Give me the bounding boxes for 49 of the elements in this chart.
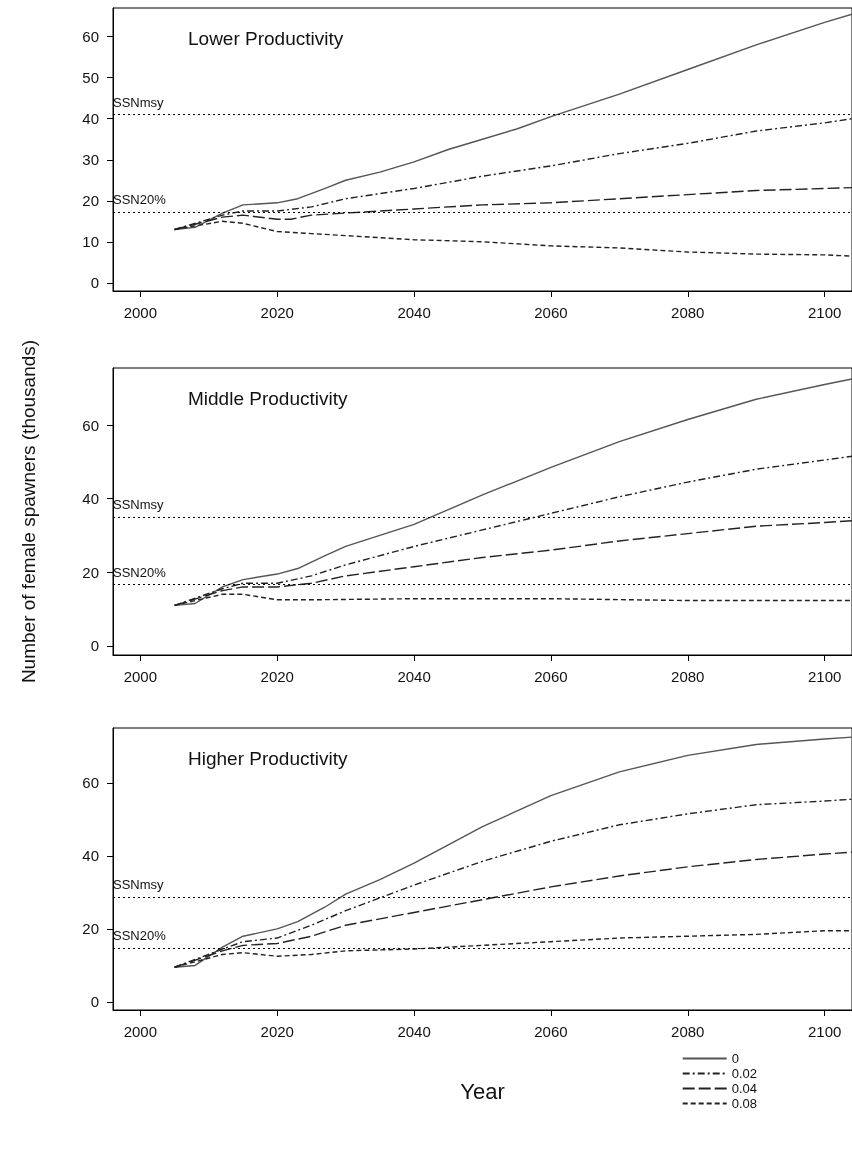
y-tick-label: 40: [82, 110, 99, 128]
ref-line-label: SSNmsy: [113, 497, 165, 513]
legend-label: 0: [731, 1051, 739, 1066]
ref-line-label: SSN20%: [113, 192, 167, 208]
y-axis-title: Number of female spawners (thousands): [18, 339, 39, 684]
x-tick-label: 2000: [123, 668, 158, 685]
y-tick-label: 10: [82, 233, 99, 251]
y-tick-label: 0: [90, 993, 99, 1011]
y-tick-label: 60: [82, 416, 99, 434]
x-tick-label: 2100: [807, 668, 842, 685]
y-tick-label: 60: [82, 774, 99, 792]
x-axis-title: Year: [460, 1078, 505, 1104]
x-tick-label: 2080: [671, 1023, 705, 1040]
x-tick-label: 2040: [397, 304, 431, 321]
x-tick-label: 2020: [260, 668, 294, 685]
y-tick-label: 20: [82, 192, 99, 210]
text: Lower Productivity: [188, 28, 344, 49]
x-tick-label: 2040: [397, 1023, 431, 1040]
y-tick-label: 40: [82, 490, 99, 508]
x-tick-label: 2000: [123, 304, 158, 321]
x-tick-label: 2080: [671, 668, 705, 685]
y-tick-label: 30: [82, 151, 99, 169]
legend-label: 0.08: [731, 1096, 758, 1111]
text: Higher Productivity: [188, 748, 348, 769]
ref-line-label: SSNmsy: [113, 876, 165, 892]
line-series: [173, 736, 852, 968]
ref-line-label: SSNmsy: [113, 94, 165, 110]
y-tick-label: 40: [82, 847, 99, 865]
legend-label: 0.02: [731, 1066, 758, 1081]
ref-line-label: SSN20%: [113, 927, 167, 943]
y-tick-label: 20: [82, 920, 99, 938]
x-tick-label: 2060: [534, 304, 568, 321]
x-tick-label: 2040: [397, 668, 431, 685]
legend-label: 0.04: [731, 1081, 758, 1096]
y-tick-label: 60: [82, 28, 99, 46]
x-tick-label: 2060: [534, 1023, 568, 1040]
y-tick-label: 0: [90, 637, 99, 655]
x-tick-label: 2020: [260, 1023, 294, 1040]
x-tick-label: 2080: [671, 304, 705, 321]
x-tick-label: 2060: [534, 668, 568, 685]
x-tick-label: 2020: [260, 304, 294, 321]
x-tick-label: 2100: [807, 1023, 842, 1040]
x-tick-label: 2000: [123, 1023, 158, 1040]
x-tick-label: 2100: [807, 304, 842, 321]
ref-line-label: SSN20%: [113, 564, 167, 580]
text: Middle Productivity: [188, 388, 348, 409]
y-tick-label: 20: [82, 563, 99, 581]
y-tick-label: 50: [82, 69, 99, 87]
y-tick-label: 0: [90, 274, 99, 292]
